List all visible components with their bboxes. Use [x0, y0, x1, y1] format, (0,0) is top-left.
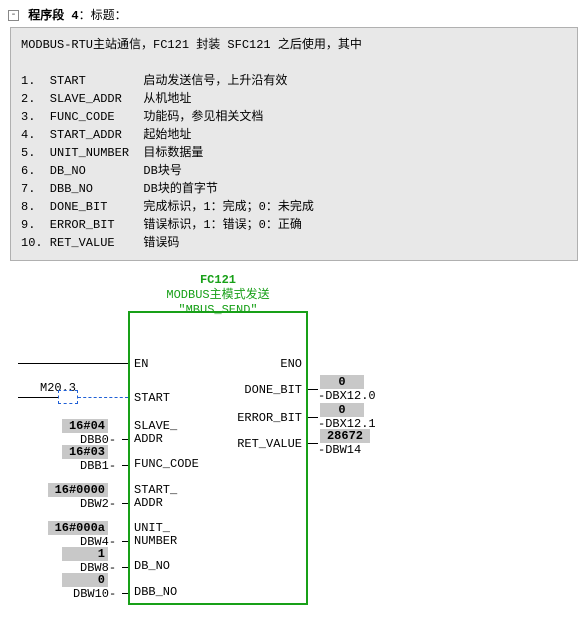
ladder-diagram: M20.3 FC121 MODBUS主模式发送 "MBUS_SEND" EN S…: [18, 285, 580, 615]
tick: [122, 503, 128, 504]
comment-intro: MODBUS-RTU主站通信，FC121 封装 SFC121 之后使用，其中: [21, 36, 567, 54]
pin-saddr2: ADDR: [134, 496, 163, 510]
en-wire: [18, 363, 128, 364]
param-row: 6. DB_NO DB块号: [21, 162, 567, 180]
pin-error: ERROR_BIT: [218, 411, 302, 425]
collapse-icon[interactable]: -: [8, 10, 19, 21]
func-val: 16#03: [62, 445, 108, 459]
param-row: 4. START_ADDR 起始地址: [21, 126, 567, 144]
slave-val: 16#04: [62, 419, 108, 433]
pin-unit1: UNIT_: [134, 521, 170, 535]
pin-slave1: SLAVE_: [134, 419, 177, 433]
param-row: 5. UNIT_NUMBER 目标数据量: [21, 144, 567, 162]
pin-dbno: DB_NO: [134, 559, 170, 573]
func-src: DBB1-: [80, 459, 116, 473]
comment-box: MODBUS-RTU主站通信，FC121 封装 SFC121 之后使用，其中 1…: [10, 27, 578, 261]
saddr-src: DBW2-: [80, 497, 116, 511]
done-val: 0: [320, 375, 364, 389]
start-wire-dotted: [78, 397, 128, 398]
done-dst: -DBX12.0: [318, 389, 376, 403]
param-row: 7. DBB_NO DB块的首字节: [21, 180, 567, 198]
tick: [122, 567, 128, 568]
dbno-val: 1: [62, 547, 108, 561]
pin-dbbno: DBB_NO: [134, 585, 177, 599]
saddr-val: 16#0000: [48, 483, 108, 497]
pin-unit2: NUMBER: [134, 534, 177, 548]
dbbno-val: 0: [62, 573, 108, 587]
title-label: ：标题: [79, 9, 115, 23]
ret-val: 28672: [320, 429, 370, 443]
param-row: 1. START 启动发送信号，上升沿有效: [21, 72, 567, 90]
tick: [122, 439, 128, 440]
tick: [122, 541, 128, 542]
pin-func: FUNC_CODE: [134, 457, 199, 471]
pin-ret: RET_VALUE: [218, 437, 302, 451]
param-row: 8. DONE_BIT 完成标识，1：完成；0：未完成: [21, 198, 567, 216]
pin-done: DONE_BIT: [218, 383, 302, 397]
param-row: 2. SLAVE_ADDR 从机地址: [21, 90, 567, 108]
block-name: FC121: [128, 273, 308, 288]
wire-done: [308, 389, 318, 390]
tick: [122, 465, 128, 466]
wire-error: [308, 417, 318, 418]
tick: [122, 593, 128, 594]
contact-icon[interactable]: [58, 390, 78, 404]
param-row: 3. FUNC_CODE 功能码，参见相关文档: [21, 108, 567, 126]
param-row: 10. RET_VALUE 错误码: [21, 234, 567, 252]
pin-saddr1: START_: [134, 483, 177, 497]
pin-start: START: [134, 391, 170, 405]
error-val: 0: [320, 403, 364, 417]
pin-en: EN: [134, 357, 148, 371]
param-row: 9. ERROR_BIT 错误标识，1：错误；0：正确: [21, 216, 567, 234]
unit-val: 16#000a: [48, 521, 108, 535]
start-wire-left: [18, 397, 58, 398]
pin-eno: ENO: [218, 357, 302, 371]
block-title: MODBUS主模式发送: [128, 288, 308, 303]
segment-header: - 程序段 4：标题：: [8, 6, 580, 23]
wire-ret: [308, 443, 318, 444]
pin-slave2: ADDR: [134, 432, 163, 446]
ret-dst: -DBW14: [318, 443, 361, 457]
segment-label: 程序段 4: [28, 9, 78, 23]
dbbno-src: DBW10-: [73, 587, 116, 601]
